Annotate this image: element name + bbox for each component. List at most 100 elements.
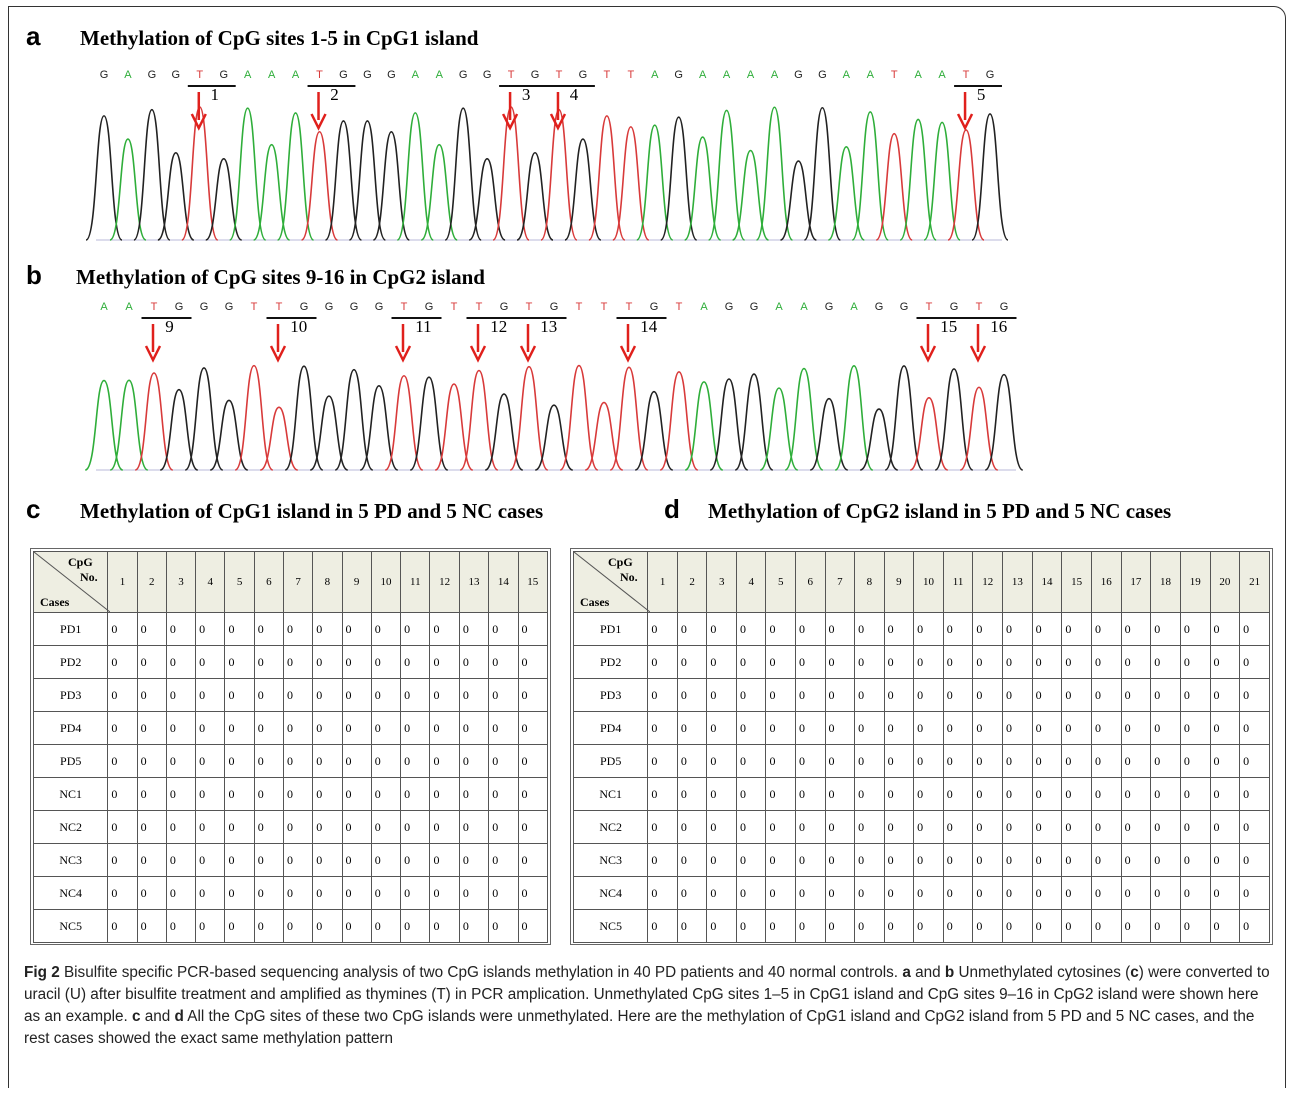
cell-value: 0 — [1062, 910, 1092, 943]
cell-value: 0 — [1032, 613, 1062, 646]
cell-value: 0 — [1210, 910, 1240, 943]
header-row: CpGNo.Cases12345678910111213141516171819… — [574, 552, 1270, 613]
peak — [733, 151, 769, 240]
cell-value: 0 — [677, 613, 707, 646]
cell-value: 0 — [1151, 613, 1181, 646]
cell-value: 0 — [796, 811, 826, 844]
data-row: PD3000000000000000000000 — [574, 679, 1270, 712]
cell-value: 0 — [766, 646, 796, 679]
cell-value: 0 — [459, 844, 488, 877]
cell-value: 0 — [401, 679, 430, 712]
cell-value: 0 — [825, 877, 855, 910]
cell-value: 0 — [707, 811, 737, 844]
base-letter: T — [451, 301, 458, 313]
cell-value: 0 — [736, 910, 766, 943]
cell-value: 0 — [796, 646, 826, 679]
cell-value: 0 — [254, 811, 283, 844]
cell-value: 0 — [677, 778, 707, 811]
cell-value: 0 — [108, 679, 137, 712]
cell-value: 0 — [1121, 613, 1151, 646]
cell-value: 0 — [225, 844, 254, 877]
cell-value: 0 — [1240, 778, 1270, 811]
cell-value: 0 — [518, 712, 547, 745]
cell-value: 0 — [459, 679, 488, 712]
cell-value: 0 — [914, 778, 944, 811]
cell-value: 0 — [166, 844, 195, 877]
cell-value: 0 — [1210, 778, 1240, 811]
case-label: PD1 — [34, 613, 108, 646]
cell-value: 0 — [1240, 646, 1270, 679]
base-letter: G — [300, 301, 309, 313]
base-letter: A — [124, 69, 132, 81]
base-letter: G — [750, 301, 759, 313]
cell-value: 0 — [648, 778, 678, 811]
cell-value: 0 — [371, 712, 400, 745]
cell-value: 0 — [648, 877, 678, 910]
column-header: 4 — [196, 552, 225, 613]
base-letter: T — [151, 301, 158, 313]
cell-value: 0 — [1091, 745, 1121, 778]
cell-value: 0 — [796, 679, 826, 712]
cell-value: 0 — [1151, 745, 1181, 778]
column-header: 19 — [1180, 552, 1210, 613]
cell-value: 0 — [766, 712, 796, 745]
base-letter: G — [818, 69, 827, 81]
case-label: PD1 — [574, 613, 648, 646]
cell-value: 0 — [736, 679, 766, 712]
cell-value: 0 — [707, 910, 737, 943]
cell-value: 0 — [371, 844, 400, 877]
site-number: 1 — [211, 85, 220, 104]
cell-value: 0 — [825, 613, 855, 646]
cell-value: 0 — [1151, 778, 1181, 811]
cell-value: 0 — [1091, 811, 1121, 844]
cell-value: 0 — [518, 646, 547, 679]
cell-value: 0 — [518, 778, 547, 811]
cell-value: 0 — [1151, 712, 1181, 745]
cell-value: 0 — [766, 877, 796, 910]
base-letter: T — [963, 69, 970, 81]
cell-value: 0 — [973, 745, 1003, 778]
cell-value: 0 — [1210, 844, 1240, 877]
cell-value: 0 — [677, 877, 707, 910]
column-header: 9 — [884, 552, 914, 613]
cell-value: 0 — [342, 613, 371, 646]
cell-value: 0 — [825, 646, 855, 679]
cell-value: 0 — [884, 877, 914, 910]
cell-value: 0 — [489, 679, 518, 712]
cell-value: 0 — [677, 844, 707, 877]
base-letter: G — [483, 69, 492, 81]
cell-value: 0 — [1240, 811, 1270, 844]
cell-value: 0 — [1180, 910, 1210, 943]
base-letter: T — [276, 301, 283, 313]
cell-value: 0 — [225, 712, 254, 745]
cell-value: 0 — [1062, 778, 1092, 811]
cell-value: 0 — [342, 679, 371, 712]
cell-value: 0 — [677, 712, 707, 745]
cell-value: 0 — [1032, 679, 1062, 712]
peak — [635, 392, 673, 470]
cell-value: 0 — [518, 910, 547, 943]
cell-value: 0 — [283, 778, 312, 811]
caption-text: and — [911, 964, 945, 981]
cell-value: 0 — [855, 613, 885, 646]
case-label: NC4 — [34, 877, 108, 910]
cell-value: 0 — [677, 679, 707, 712]
data-table: CpGNo.Cases123456789101112131415PD100000… — [33, 551, 548, 943]
base-letter: G — [674, 69, 683, 81]
cell-value: 0 — [884, 778, 914, 811]
peak — [960, 387, 998, 470]
cell-value: 0 — [166, 679, 195, 712]
cell-value: 0 — [225, 679, 254, 712]
base-letter: G — [531, 69, 540, 81]
cell-value: 0 — [1180, 877, 1210, 910]
cell-value: 0 — [166, 613, 195, 646]
cell-value: 0 — [166, 745, 195, 778]
cell-value: 0 — [973, 613, 1003, 646]
corner-cell: CpGNo.Cases — [34, 552, 108, 613]
cell-value: 0 — [1003, 910, 1033, 943]
cell-value: 0 — [401, 844, 430, 877]
cell-value: 0 — [518, 877, 547, 910]
cell-value: 0 — [648, 811, 678, 844]
cell-value: 0 — [283, 844, 312, 877]
cell-value: 0 — [943, 646, 973, 679]
